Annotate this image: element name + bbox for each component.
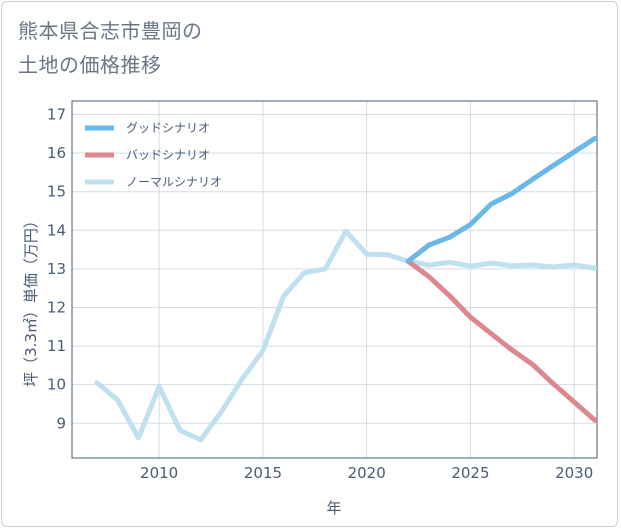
chart-title: 熊本県合志市豊岡の 土地の価格推移: [18, 14, 203, 82]
legend-bad-scenario-label: バッドシナリオ: [126, 148, 210, 162]
y-tick-labels: 9 10 11 12 13 14 15 16 17: [47, 106, 66, 433]
x-gridlines: [158, 101, 575, 458]
y-tick-label: 13: [47, 260, 66, 278]
title-line-1: 熊本県合志市豊岡の: [18, 19, 203, 43]
title-line-2: 土地の価格推移: [18, 53, 162, 77]
legend-good-scenario-label: グッドシナリオ: [126, 121, 210, 135]
y-axis-title: 坪（3.3㎡）単価（万円）: [22, 213, 40, 387]
x-tick-labels: 2010 2015 2020 2025 2030: [140, 464, 593, 482]
good-scenario-line: [405, 135, 597, 264]
plot-area-frame: [71, 100, 598, 459]
x-tick-label: 2030: [555, 464, 593, 482]
x-axis-title: 年: [326, 499, 341, 517]
normal-scenario-line: [94, 228, 597, 443]
y-tick-label: 9: [56, 414, 66, 432]
series-layer: [94, 135, 597, 443]
bad-scenario-line: [405, 258, 597, 423]
y-tick-label: 17: [47, 106, 66, 124]
legend-normal-scenario-label: ノーマルシナリオ: [126, 175, 222, 189]
x-tick-label: 2010: [140, 464, 178, 482]
y-tick-label: 16: [47, 144, 66, 162]
y-tick-label: 15: [47, 183, 66, 201]
x-tick-label: 2025: [451, 464, 489, 482]
y-gridlines: [72, 114, 597, 424]
y-tick-label: 10: [47, 376, 66, 394]
y-tick-label: 14: [47, 221, 66, 239]
x-tick-label: 2015: [244, 464, 282, 482]
y-tick-label: 11: [47, 337, 66, 355]
x-tick-label: 2020: [348, 464, 386, 482]
y-tick-label: 12: [47, 298, 66, 316]
